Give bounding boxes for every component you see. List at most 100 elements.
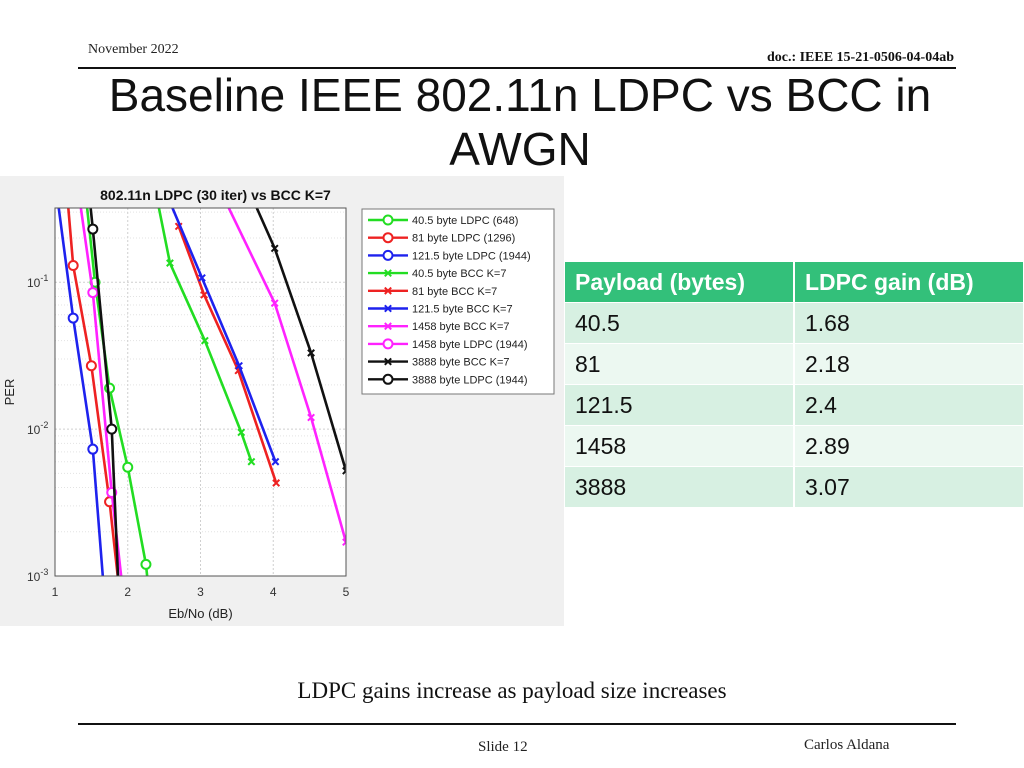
x-tick-label: 5 (343, 585, 350, 599)
legend-label: 1458 byte BCC K=7 (412, 321, 510, 333)
data-point (307, 413, 315, 422)
table-cell-payload: 81 (565, 343, 793, 384)
legend-label: 121.5 byte BCC K=7 (412, 304, 513, 316)
data-point (237, 428, 246, 437)
data-point (87, 287, 99, 299)
series-line (227, 208, 346, 543)
x-tick-label: 3 (197, 585, 204, 599)
series-line (85, 208, 149, 576)
legend-label: 3888 byte BCC K=7 (412, 357, 510, 369)
x-axis-label: Eb/No (dB) (168, 606, 232, 621)
series-line (177, 225, 278, 484)
data-point (235, 361, 243, 370)
y-tick-label: 10-2 (27, 420, 48, 437)
table-row: 1458 2.89 (565, 425, 1023, 466)
y-tick-base: 10 (27, 423, 41, 437)
y-tick-label: 10-1 (27, 273, 48, 290)
data-point (271, 457, 280, 466)
table-cell-gain: 3.07 (793, 466, 1023, 507)
y-tick-label: 10-3 (27, 567, 48, 584)
table-cell-payload: 40.5 (565, 302, 793, 343)
header-divider (78, 67, 956, 69)
x-tick-label: 2 (124, 585, 131, 599)
series-group (57, 208, 346, 576)
data-point (140, 558, 152, 570)
table-row: 81 2.18 (565, 343, 1023, 384)
plot-frame (54, 207, 347, 577)
table-row: 3888 3.07 (565, 466, 1023, 507)
chart-title: 802.11n LDPC (30 iter) vs BCC K=7 (100, 187, 331, 203)
data-point (342, 538, 346, 547)
table-cell-gain: 2.18 (793, 343, 1023, 384)
table-row: 40.5 1.68 (565, 302, 1023, 343)
data-point (247, 457, 256, 466)
legend-marker (384, 286, 392, 295)
x-tick-label: 1 (52, 585, 59, 599)
data-point (106, 423, 118, 435)
data-point (198, 273, 206, 282)
legend-marker (382, 373, 394, 385)
y-tick-base: 10 (27, 570, 41, 584)
series-line (89, 208, 120, 576)
table-cell-payload: 3888 (565, 466, 793, 507)
header-doc-id: doc.: IEEE 15-21-0506-04-04ab (766, 50, 954, 65)
legend-label: 40.5 byte BCC K=7 (412, 268, 506, 280)
y-tick-base: 10 (27, 276, 41, 290)
data-point (307, 349, 315, 357)
ldpc-gain-table: Payload (bytes) LDPC gain (dB) 40.5 1.68… (565, 262, 1023, 507)
legend-label: 40.5 byte LDPC (648) (412, 215, 518, 227)
legend-marker (382, 232, 394, 244)
table-cell-payload: 1458 (565, 425, 793, 466)
table-cell-gain: 2.4 (793, 384, 1023, 425)
table-cell-gain: 2.89 (793, 425, 1023, 466)
table-cell-payload: 121.5 (565, 384, 793, 425)
author-name: Carlos Aldana (804, 737, 890, 753)
data-point (270, 299, 279, 308)
data-point (67, 312, 79, 324)
y-tick-exponent: -1 (40, 273, 48, 283)
data-point (272, 479, 281, 487)
data-point (166, 259, 174, 267)
legend-box (361, 208, 555, 395)
series-line (255, 208, 346, 472)
slide-title: Baseline IEEE 802.11n LDPC vs BCC in AWG… (108, 69, 932, 175)
legend-label: 81 byte BCC K=7 (412, 286, 497, 298)
legend-label: 121.5 byte LDPC (1944) (412, 250, 531, 262)
legend-marker (384, 304, 392, 313)
table-header-payload: Payload (bytes) (565, 262, 793, 302)
legend-marker (384, 357, 392, 366)
data-point (67, 259, 79, 271)
series-line (171, 208, 277, 463)
data-point (87, 443, 99, 455)
slide-caption: LDPC gains increase as payload size incr… (297, 678, 727, 703)
legend-label: 1458 byte LDPC (1944) (412, 339, 528, 351)
legend-label: 81 byte LDPC (1296) (412, 233, 515, 245)
slide-number: Slide 12 (478, 739, 528, 755)
data-point (87, 223, 99, 235)
legend-marker (384, 269, 392, 278)
data-point (200, 336, 209, 345)
series-line (57, 208, 105, 576)
legend-marker (382, 249, 394, 261)
data-point (122, 461, 134, 473)
legend-marker (382, 338, 394, 350)
per-chart: 802.11n LDPC (30 iter) vs BCC K=7 1 2 3 4 5 10… (0, 176, 564, 626)
data-point (200, 290, 209, 299)
table-row: 121.5 2.4 (565, 384, 1023, 425)
data-point (85, 360, 97, 372)
header-date: November 2022 (88, 42, 179, 57)
legend-label: 3888 byte LDPC (1944) (412, 374, 528, 386)
legend-marker (382, 214, 394, 226)
data-point (270, 244, 279, 253)
y-tick-exponent: -3 (40, 567, 48, 577)
series-line (79, 208, 123, 576)
table-cell-gain: 1.68 (793, 302, 1023, 343)
data-point (342, 466, 346, 475)
legend-marker (384, 322, 392, 331)
footer-divider (78, 723, 956, 725)
x-tick-label: 4 (270, 585, 277, 599)
y-tick-exponent: -2 (40, 420, 48, 430)
per-chart-svg: 802.11n LDPC (30 iter) vs BCC K=7 1 2 3 4 5 10… (2, 187, 555, 621)
table-header-row: Payload (bytes) LDPC gain (dB) (565, 262, 1023, 302)
y-axis-label: PER (2, 379, 17, 406)
